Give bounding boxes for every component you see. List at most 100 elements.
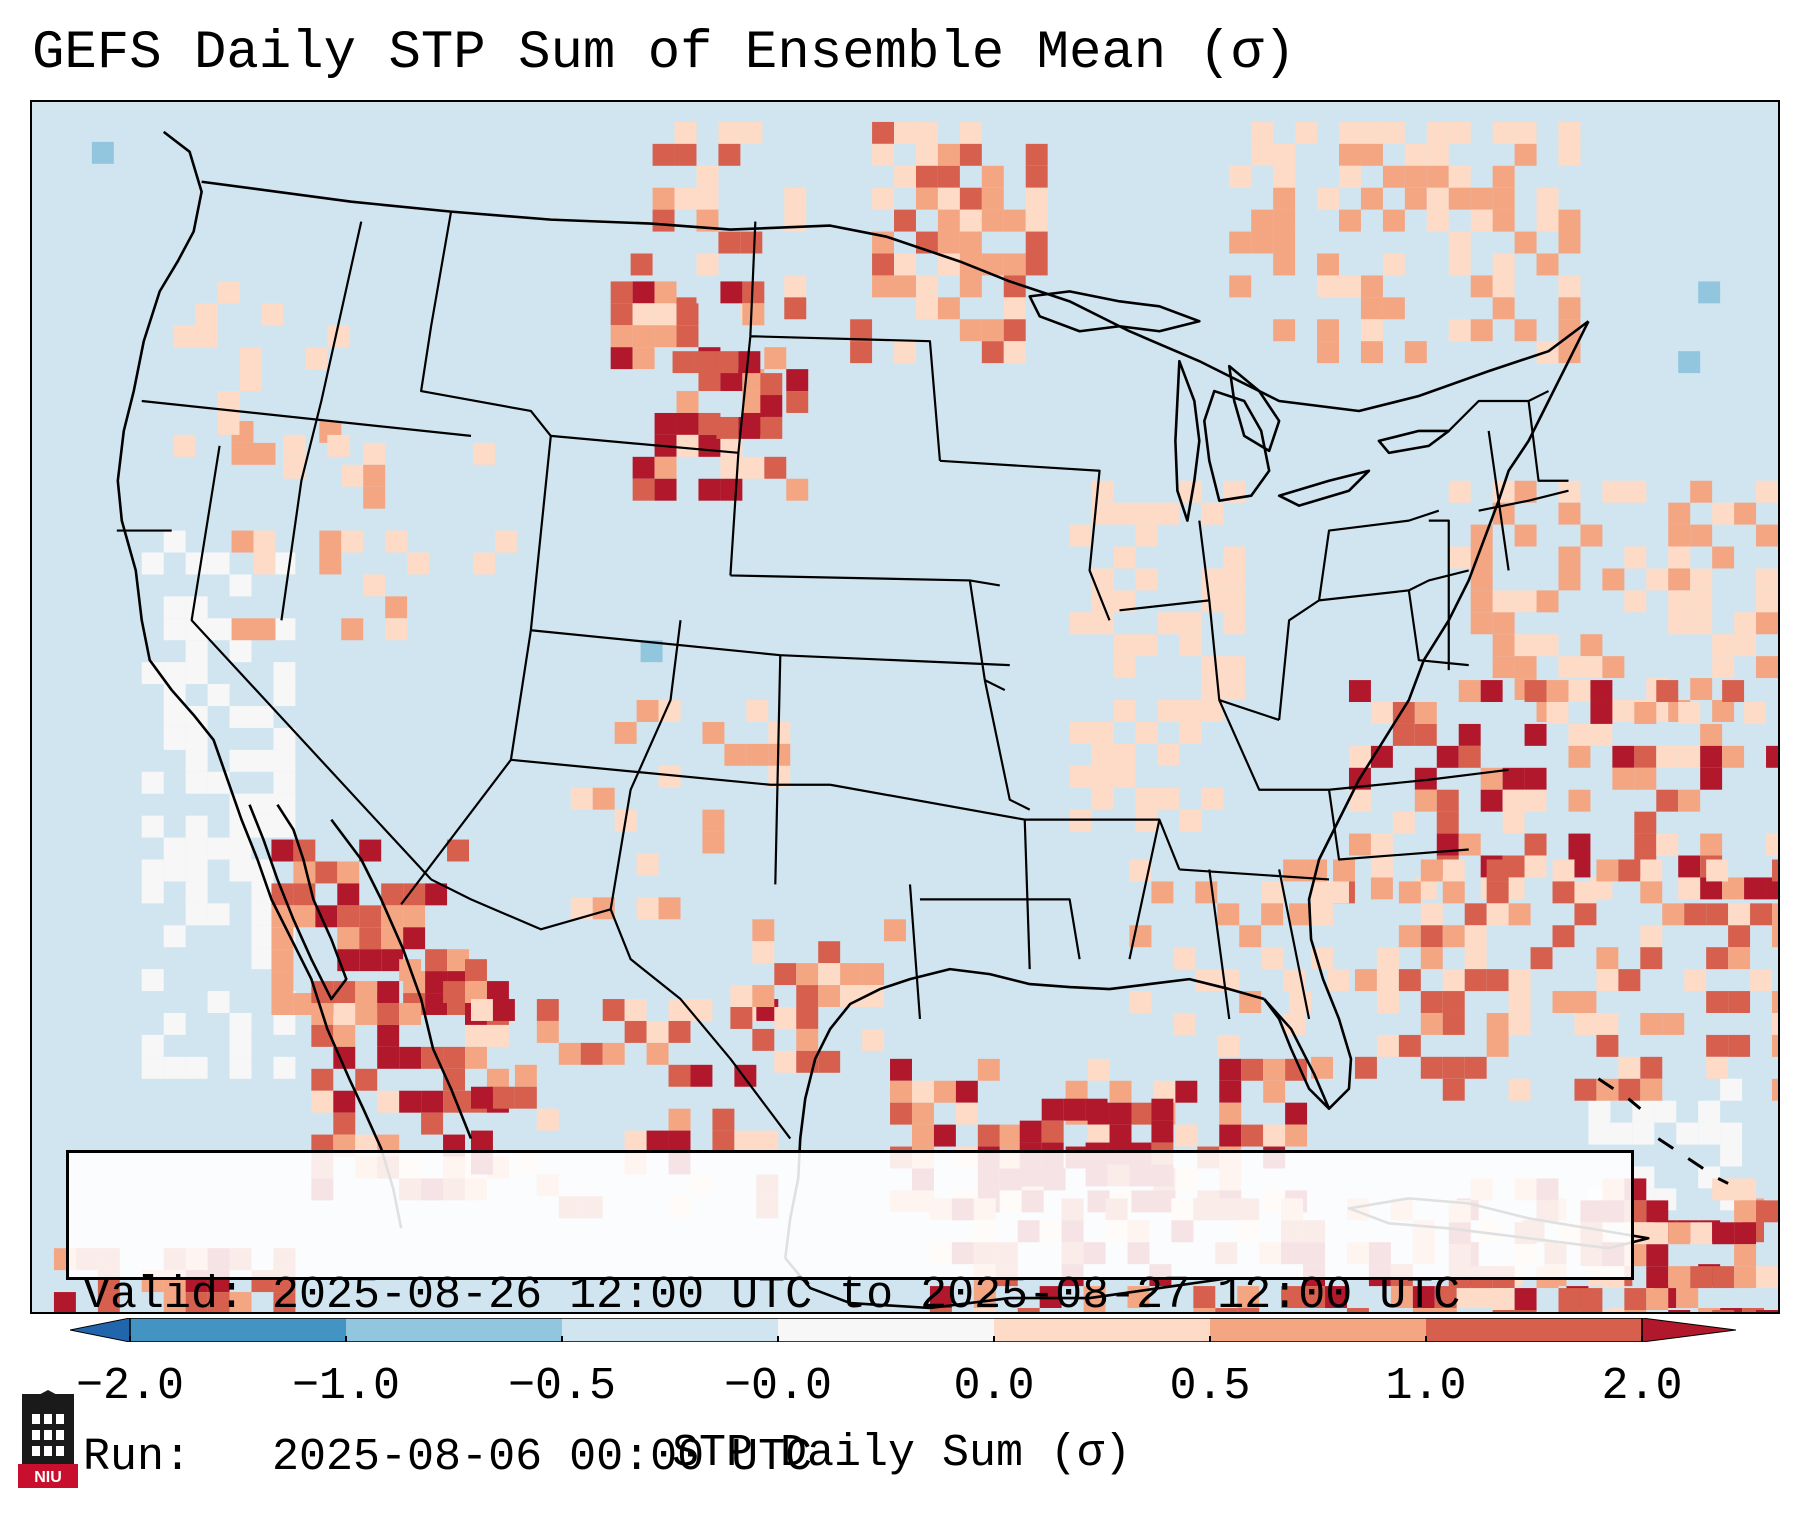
anomaly-cell (716, 416, 739, 439)
anomaly-cell (730, 985, 753, 1008)
anomaly-cell (141, 859, 164, 882)
anomaly-cell (472, 552, 495, 575)
anomaly-cell (1470, 612, 1493, 635)
anomaly-cell (1442, 925, 1465, 948)
anomaly-cell (1602, 568, 1625, 591)
anomaly-cell (1656, 680, 1679, 703)
anomaly-cell (933, 1124, 956, 1147)
anomaly-cell (1734, 502, 1757, 525)
anomaly-cell (1492, 297, 1515, 320)
anomaly-cell (1766, 833, 1778, 856)
anomaly-cell (652, 187, 675, 210)
anomaly-cell (760, 416, 783, 439)
anomaly-cell (1129, 991, 1152, 1013)
anomaly-cell (421, 1112, 444, 1135)
anomaly-cell (698, 369, 721, 392)
anomaly-cell (1734, 612, 1757, 635)
anomaly-cell (602, 1042, 625, 1065)
anomaly-cell (894, 341, 916, 364)
colorbar-bin-5 (994, 1318, 1210, 1342)
anomaly-cell (283, 456, 306, 479)
anomaly-cell (760, 373, 783, 396)
anomaly-cell (377, 1024, 400, 1047)
anomaly-cell (293, 993, 316, 1015)
anomaly-cell (818, 985, 841, 1008)
anomaly-cell (1003, 341, 1026, 364)
anomaly-cell (253, 442, 276, 465)
anomaly-cell (911, 1124, 934, 1147)
anomaly-cell (1135, 634, 1158, 657)
anomaly-cell (273, 793, 296, 816)
anomaly-cell (915, 275, 938, 298)
anomaly-cell (1690, 678, 1713, 701)
anomaly-cell (141, 552, 164, 575)
anomaly-cell (981, 165, 1004, 188)
anomaly-cell (602, 999, 625, 1021)
anomaly-cell (1311, 947, 1334, 970)
anomaly-cell (1420, 925, 1443, 948)
anomaly-cell (494, 530, 517, 553)
anomaly-cell (1676, 1286, 1699, 1309)
anomaly-cell (217, 412, 240, 435)
anomaly-cell (1668, 502, 1691, 525)
anomaly-cell (1173, 1012, 1196, 1035)
boundary-lines (116, 130, 1729, 1310)
anomaly-cell (1251, 231, 1274, 254)
anomaly-cell (141, 771, 164, 794)
anomaly-cell (141, 662, 164, 685)
anomaly-cell (1558, 275, 1581, 298)
anomaly-cell (1662, 903, 1685, 926)
anomaly-cell (1346, 1308, 1369, 1312)
anomaly-cell (399, 1090, 422, 1113)
anomaly-cell (668, 1020, 691, 1043)
anomaly-cell (1041, 1098, 1064, 1121)
anomaly-cell (1610, 1122, 1633, 1145)
anomaly-cell (1766, 877, 1778, 900)
anomaly-cell (610, 303, 633, 326)
anomaly-cell (472, 442, 495, 465)
anomaly-cell (959, 319, 982, 342)
anomaly-cell (1311, 903, 1334, 926)
anomaly-cell (1420, 1012, 1443, 1035)
anomaly-cell (1229, 231, 1252, 254)
anomaly-cell (1536, 634, 1559, 657)
anomaly-cell (1552, 881, 1575, 904)
anomaly-cell (1398, 969, 1421, 992)
anomaly-cell (465, 1046, 487, 1069)
anomaly-cell (1025, 165, 1048, 188)
anomaly-cell (915, 143, 938, 166)
anomaly-cell (341, 618, 364, 641)
anomaly-cell (381, 883, 404, 906)
anomaly-cell (890, 1080, 912, 1103)
anomaly-cell (1706, 903, 1729, 926)
anomaly-cell (1263, 1058, 1286, 1081)
anomaly-cell (1470, 590, 1493, 613)
anomaly-cell (676, 325, 699, 348)
anomaly-cell (293, 861, 316, 884)
anomaly-cell (1744, 877, 1767, 900)
bahamas-islands (1597, 1077, 1729, 1185)
anomaly-cell (937, 143, 960, 166)
anomaly-cell (654, 281, 677, 304)
anomaly-cell (1339, 143, 1361, 166)
anomaly-cell (933, 1080, 956, 1103)
anomaly-cell (1091, 721, 1114, 744)
anomaly-cell (850, 341, 873, 364)
anomaly-cell (1712, 700, 1735, 722)
anomaly-cell (207, 1292, 230, 1312)
anomaly-cell (999, 1124, 1022, 1147)
anomaly-cell (718, 143, 741, 166)
anomaly-cell (359, 927, 382, 950)
anomaly-cell (363, 574, 386, 597)
anomaly-cell (746, 743, 769, 766)
anomaly-cell (1113, 546, 1136, 569)
anomaly-cell (1640, 1056, 1663, 1079)
anomaly-cell (470, 1130, 493, 1153)
anomaly-cell (251, 706, 274, 728)
anomaly-cell (1339, 275, 1361, 298)
anomaly-cell (486, 1024, 509, 1047)
anomaly-cell (1151, 1120, 1174, 1143)
anomaly-cell (1734, 634, 1757, 657)
anomaly-cell (1514, 143, 1537, 166)
gulf-coastline (783, 967, 1265, 1259)
